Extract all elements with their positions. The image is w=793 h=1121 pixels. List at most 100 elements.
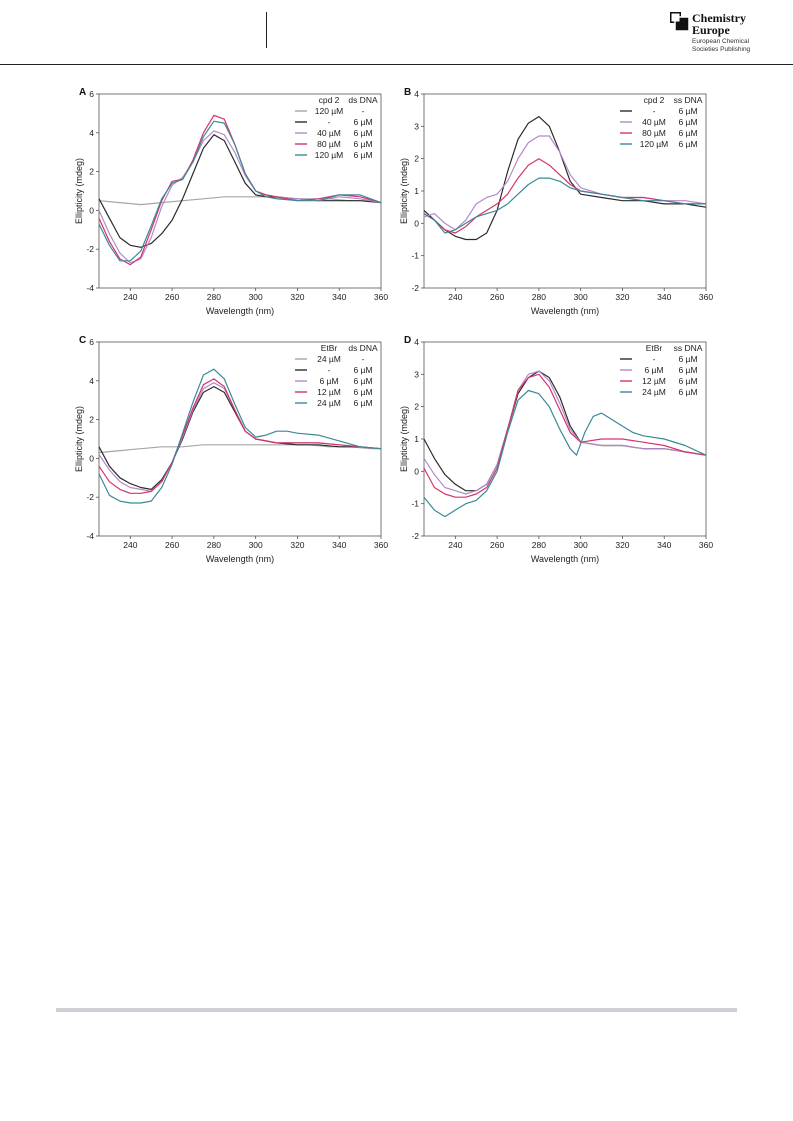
brand-sub-line1: European Chemical <box>692 38 750 45</box>
legend-header-dna: ss DNA <box>674 95 703 105</box>
x-tick-label: 340 <box>657 292 671 302</box>
legend-label-compound: 40 µM <box>642 117 666 127</box>
x-tick-label: 300 <box>249 292 263 302</box>
series-line-4 <box>423 389 707 518</box>
legend-header-compound: cpd 2 <box>319 95 340 105</box>
legend-label-compound: 120 µM <box>315 106 344 116</box>
x-tick-label: 320 <box>615 540 629 550</box>
legend-label-dna: 6 µM <box>353 128 372 138</box>
x-axis-label: Wavelength (nm) <box>206 306 274 316</box>
x-axis-label: Wavelength (nm) <box>206 554 274 564</box>
legend-header-dna: ds DNA <box>348 95 378 105</box>
legend-label-compound: 40 µM <box>317 128 341 138</box>
legend-header-dna: ss DNA <box>674 343 703 353</box>
x-tick-label: 240 <box>123 540 137 550</box>
x-axis-label: Wavelength (nm) <box>531 306 599 316</box>
series-line-5 <box>98 120 382 262</box>
legend-header-compound: EtBr <box>646 343 663 353</box>
legend-label-dna: 6 µM <box>678 376 697 386</box>
x-tick-label: 320 <box>290 292 304 302</box>
publisher-logo: Chemistry Europe European Chemical Socie… <box>670 12 785 56</box>
series-line-2 <box>423 370 707 495</box>
legend-label-compound: 24 µM <box>317 398 341 408</box>
y-axis-label: Ellipticity (mdeg) <box>399 406 409 472</box>
legend-label-dna: 6 µM <box>678 354 697 364</box>
legend-label-dna: 6 µM <box>678 139 697 149</box>
panel-label: C <box>79 335 86 346</box>
legend-label-dna: 6 µM <box>353 376 372 386</box>
figure-panel-a: A 240 260 280 300 320 340 360 -4 -2 0 2 4 6 Wavelength… <box>74 86 395 326</box>
legend-label-compound: 120 µM <box>315 150 344 160</box>
series-line-2 <box>423 135 707 231</box>
y-tick-label: 2 <box>89 167 94 177</box>
y-tick-label: 4 <box>414 89 419 99</box>
legend-header-compound: EtBr <box>321 343 338 353</box>
brand-name-line1: Chemistry <box>692 11 746 25</box>
legend-label-dna: 6 µM <box>353 387 372 397</box>
legend-label-dna: 6 µM <box>353 139 372 149</box>
x-axis-label: Wavelength (nm) <box>531 554 599 564</box>
x-tick-label: 340 <box>657 540 671 550</box>
legend-label-dna: 6 µM <box>353 365 372 375</box>
cd-spectrum-chart-a: A 240 260 280 300 320 340 360 -4 -2 0 2 4 6 Wavelength… <box>74 87 388 316</box>
legend-label-compound: 24 µM <box>317 354 341 364</box>
panel-label: A <box>79 87 86 98</box>
x-tick-label: 280 <box>532 292 546 302</box>
series-line-4 <box>98 378 382 494</box>
series-line-4 <box>423 177 706 234</box>
panel-label: B <box>404 87 411 98</box>
x-tick-label: 240 <box>448 292 462 302</box>
legend-label-dna: 6 µM <box>678 387 697 397</box>
y-axis-label: Ellipticity (mdeg) <box>399 158 409 224</box>
y-tick-label: 0 <box>89 453 94 463</box>
legend-label-dna: 6 µM <box>353 150 372 160</box>
series-line-1 <box>98 444 381 454</box>
chemistry-europe-logo-icon <box>670 12 690 32</box>
x-tick-label: 240 <box>123 292 137 302</box>
x-tick-label: 360 <box>699 292 713 302</box>
y-tick-label: -2 <box>86 244 94 254</box>
legend-label-dna: 6 µM <box>678 128 697 138</box>
x-tick-label: 360 <box>699 540 713 550</box>
legend-label-compound: 6 µM <box>644 365 663 375</box>
legend-label-compound: 120 µM <box>640 139 669 149</box>
x-tick-label: 360 <box>374 540 388 550</box>
y-tick-label: 4 <box>89 128 94 138</box>
figure-panel-d: D 240 260 280 300 320 340 360 -2 -1 0 1 2 3 4 Wavelengt… <box>399 334 720 574</box>
cd-spectrum-chart-c: C 240 260 280 300 320 340 360 -4 -2 0 2 4 6 Wavelength… <box>74 335 388 564</box>
legend-label-dna: 6 µM <box>353 398 372 408</box>
y-tick-label: 3 <box>414 121 419 131</box>
legend-label-compound: 6 µM <box>319 376 338 386</box>
footer-divider <box>56 1008 737 1012</box>
brand-name-line2: Europe <box>692 23 730 37</box>
legend-label-dna: - <box>362 106 365 116</box>
y-tick-label: -1 <box>411 499 419 509</box>
legend-label-compound: 12 µM <box>317 387 341 397</box>
header-divider <box>266 12 267 48</box>
series-line-2 <box>98 386 382 490</box>
y-tick-label: 4 <box>89 376 94 386</box>
y-axis-label: Ellipticity (mdeg) <box>74 158 84 224</box>
legend-label-dna: - <box>362 354 365 364</box>
legend-label-dna: 6 µM <box>678 117 697 127</box>
figure-panel-c: C 240 260 280 300 320 340 360 -4 -2 0 2 4 6 Wavelength… <box>74 334 395 574</box>
x-tick-label: 280 <box>207 292 221 302</box>
y-tick-label: -4 <box>86 531 94 541</box>
y-tick-label: -2 <box>411 283 419 293</box>
page-header: Chemistry Europe European Chemical Socie… <box>0 0 793 66</box>
legend-label-compound: 80 µM <box>317 139 341 149</box>
x-tick-label: 320 <box>615 292 629 302</box>
y-tick-label: 3 <box>414 369 419 379</box>
x-tick-label: 260 <box>490 540 504 550</box>
legend-label-compound: 12 µM <box>642 376 666 386</box>
x-tick-label: 280 <box>532 540 546 550</box>
legend-label-compound: - <box>328 117 331 127</box>
y-tick-label: 1 <box>414 186 419 196</box>
x-tick-label: 260 <box>490 292 504 302</box>
series-line-4 <box>98 114 382 266</box>
y-tick-label: -1 <box>411 251 419 261</box>
y-tick-label: 0 <box>414 466 419 476</box>
legend-header-compound: cpd 2 <box>644 95 665 105</box>
x-tick-label: 300 <box>574 540 588 550</box>
cd-spectrum-chart-d: D 240 260 280 300 320 340 360 -2 -1 0 1 2 3 4 Wavelengt… <box>399 335 713 564</box>
